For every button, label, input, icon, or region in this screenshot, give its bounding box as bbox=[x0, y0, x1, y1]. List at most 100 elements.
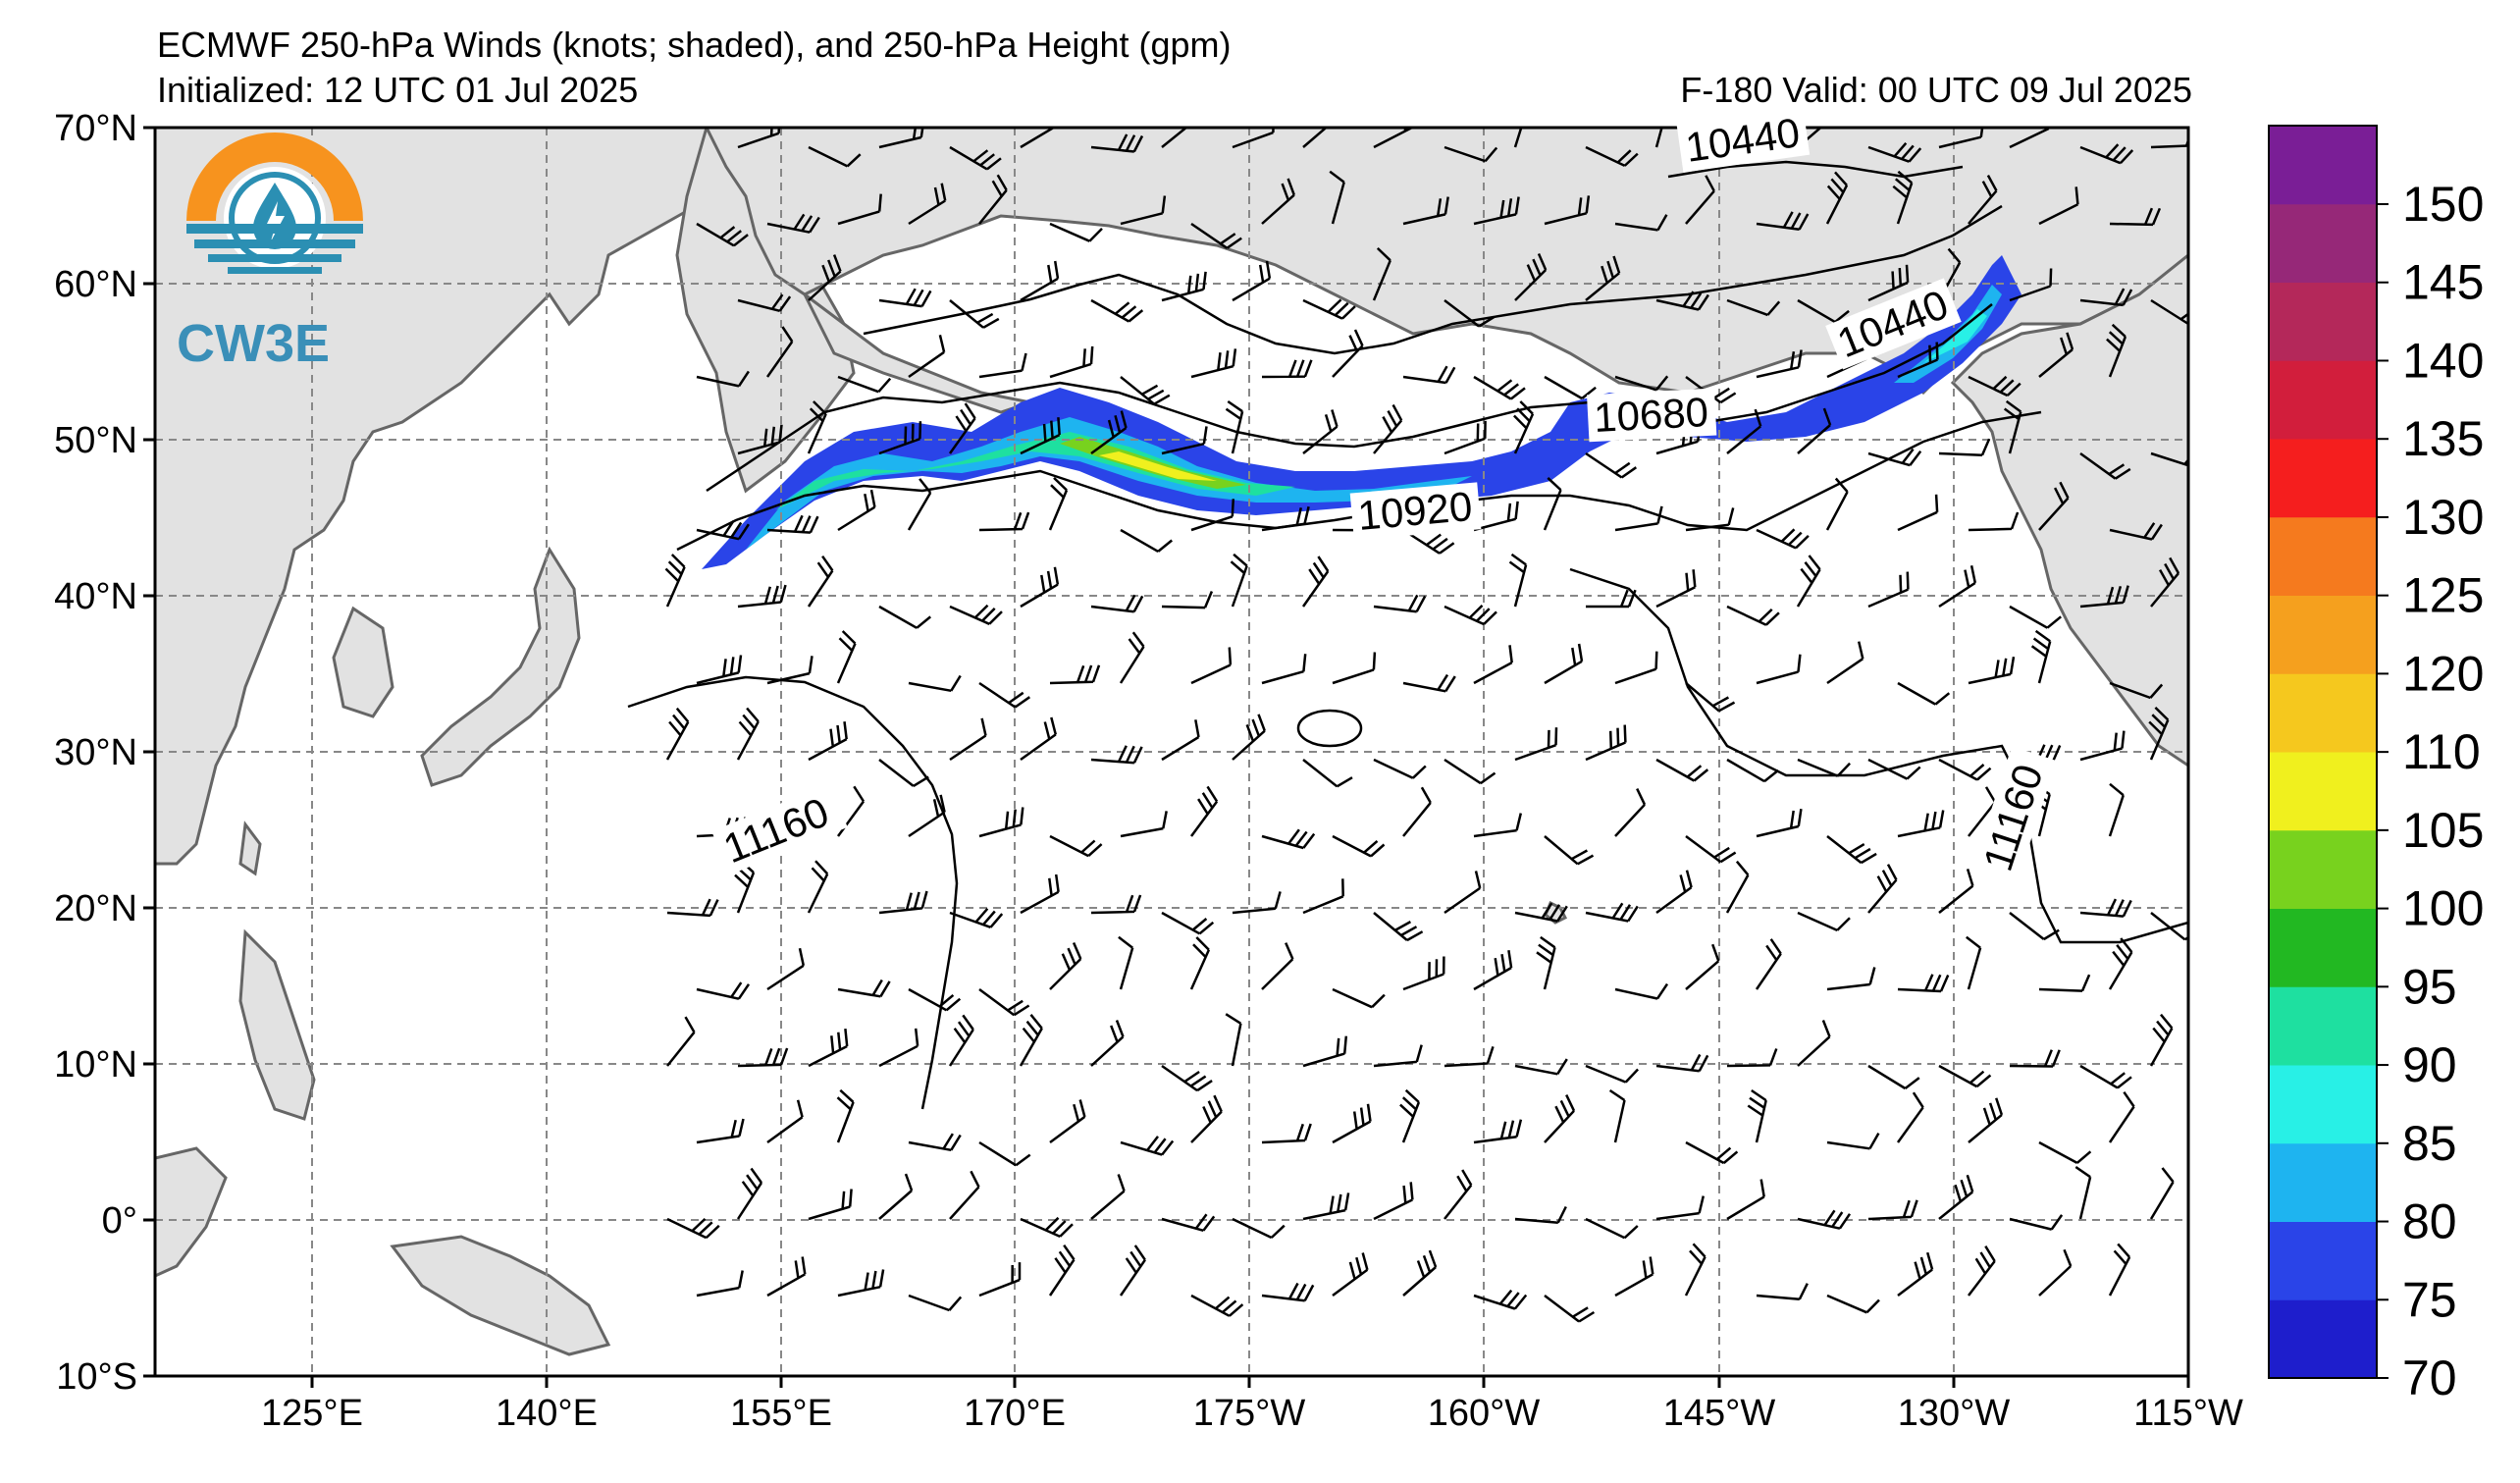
wind-barb bbox=[1968, 1245, 1996, 1297]
wind-barb bbox=[1655, 870, 1693, 915]
wind-barb bbox=[2003, 399, 2022, 454]
wind-barb bbox=[837, 1269, 885, 1298]
colorbar-bin bbox=[2269, 1221, 2377, 1300]
wind-barb bbox=[1685, 682, 1736, 713]
wind-barb bbox=[1329, 170, 1345, 225]
wind-barb bbox=[1332, 652, 1377, 685]
wind-barb bbox=[1756, 211, 1810, 232]
wind-barb bbox=[1230, 553, 1248, 608]
wind-barb bbox=[766, 514, 819, 534]
wind-barb bbox=[1756, 654, 1802, 685]
wind-barb bbox=[696, 1118, 745, 1144]
wind-barb bbox=[1332, 329, 1364, 378]
longitude-labels: 125°E 140°E 155°E 170°E 175°W 160°W 145°… bbox=[261, 1393, 2243, 1434]
wind-barb bbox=[1614, 982, 1669, 1000]
wind-barb bbox=[1473, 813, 1523, 838]
wind-barb bbox=[1473, 1289, 1528, 1310]
wind-barb bbox=[1373, 758, 1427, 779]
wind-barb bbox=[1797, 407, 1832, 454]
contour-11160 bbox=[627, 675, 959, 1110]
wind-barbs bbox=[664, 128, 2188, 1323]
wind-barb bbox=[1190, 1094, 1223, 1143]
wind-barb bbox=[2079, 143, 2134, 165]
wind-barb bbox=[1938, 565, 1977, 609]
wind-barb bbox=[1161, 426, 1208, 455]
colorbar-tick-label: 125 bbox=[2402, 568, 2484, 623]
wind-barb bbox=[2038, 481, 2070, 531]
wind-barb bbox=[2038, 974, 2091, 992]
wind-barb bbox=[1090, 745, 1143, 765]
wind-barb bbox=[1190, 499, 1235, 532]
wind-barb bbox=[1867, 864, 1898, 914]
wind-barb bbox=[2108, 937, 2133, 990]
wind-barb bbox=[1614, 651, 1658, 685]
wind-barb bbox=[807, 860, 829, 914]
wind-barb bbox=[696, 1270, 744, 1298]
wind-barb bbox=[1302, 298, 1356, 320]
colorbar-tick-label: 90 bbox=[2402, 1037, 2457, 1092]
wind-barb bbox=[837, 979, 891, 998]
wind-barb bbox=[1161, 719, 1200, 762]
wind-barb bbox=[766, 213, 820, 234]
wind-barb bbox=[1825, 171, 1849, 225]
wind-barb bbox=[1756, 1283, 1809, 1301]
contour-10440-north bbox=[1667, 160, 1964, 179]
wind-barb bbox=[1586, 589, 1637, 609]
colorbar-bin bbox=[2269, 1299, 2377, 1379]
wind-barb bbox=[949, 1170, 980, 1220]
wind-barb bbox=[2009, 128, 2050, 149]
wind-barb bbox=[1120, 1136, 1175, 1156]
wind-barb bbox=[1473, 1119, 1523, 1144]
wind-barb bbox=[1090, 133, 1144, 153]
wind-barb bbox=[948, 402, 976, 454]
cw3e-logo: CW3E bbox=[177, 132, 363, 373]
wind-barb bbox=[2079, 288, 2133, 307]
wind-barb bbox=[1867, 1199, 1918, 1221]
wind-barb bbox=[1614, 375, 1669, 392]
wind-barb bbox=[1444, 420, 1487, 455]
wind-barb bbox=[1020, 716, 1058, 762]
wind-barb bbox=[949, 717, 987, 762]
colorbar-bin bbox=[2269, 752, 2377, 831]
wind-barb bbox=[1585, 902, 1639, 923]
wind-barb bbox=[1726, 298, 1781, 317]
wind-barb bbox=[878, 1173, 914, 1220]
wind-barb bbox=[1756, 809, 1803, 838]
new-guinea bbox=[390, 1235, 611, 1356]
wind-barb bbox=[1232, 891, 1282, 915]
wind-barb bbox=[1797, 758, 1852, 777]
lat-label: 30°N bbox=[54, 732, 137, 773]
wind-barb bbox=[1514, 1205, 1567, 1224]
colorbar-bin bbox=[2269, 282, 2377, 361]
wind-barb bbox=[1897, 342, 1939, 379]
wind-barb bbox=[908, 987, 962, 1012]
wind-barb bbox=[1797, 1020, 1831, 1067]
wind-barb bbox=[1655, 291, 1709, 311]
wind-barb bbox=[908, 1133, 962, 1152]
wind-barb bbox=[978, 352, 1027, 379]
wind-barb bbox=[1332, 1103, 1372, 1144]
wind-barb bbox=[1302, 759, 1353, 788]
wind-barb bbox=[1938, 438, 1991, 456]
colorbar-ticks: 150 145 140 135 130 125 120 110 105 100 95 90 85 80 75… bbox=[2377, 177, 2484, 1405]
wind-barb bbox=[664, 554, 686, 608]
wind-barb bbox=[696, 655, 743, 685]
taiwan bbox=[238, 821, 262, 876]
wind-barb bbox=[808, 1028, 849, 1068]
wind-barb bbox=[1514, 727, 1558, 762]
colorbar-tick-label: 145 bbox=[2402, 255, 2484, 310]
wind-barb bbox=[1225, 1013, 1242, 1067]
wind-barb bbox=[1190, 222, 1242, 249]
wind-barb bbox=[1896, 1091, 1924, 1143]
colorbar-bin bbox=[2269, 908, 2377, 987]
wind-barb bbox=[1968, 656, 2016, 685]
wind-barb bbox=[1897, 494, 1939, 532]
wind-barb bbox=[1968, 375, 2021, 397]
wind-barb bbox=[737, 128, 781, 149]
wind-barb bbox=[1444, 758, 1496, 785]
lat-lon-grid bbox=[155, 128, 2188, 1376]
wind-barb bbox=[1261, 359, 1313, 379]
wind-barb bbox=[1232, 714, 1266, 761]
wind-barb bbox=[1938, 758, 1992, 781]
contour-label-10920: 10920 bbox=[1356, 483, 1474, 539]
